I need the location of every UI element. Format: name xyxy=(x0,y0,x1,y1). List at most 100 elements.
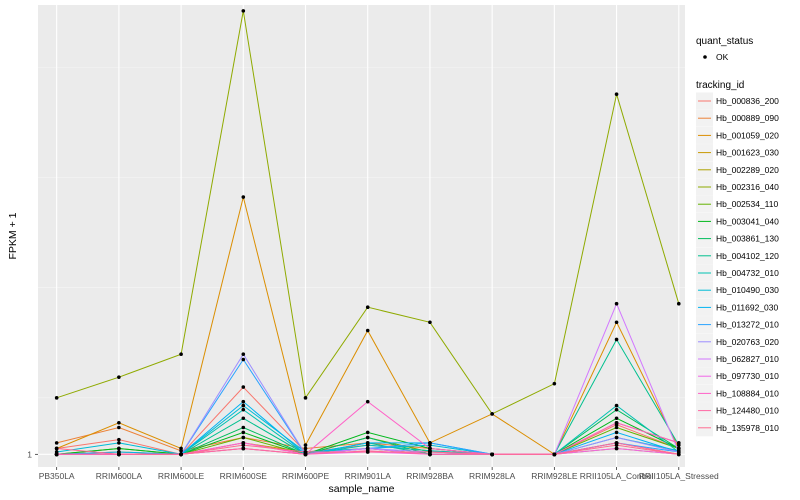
y-axis: 1 xyxy=(27,449,38,459)
data-point xyxy=(117,446,121,451)
data-point xyxy=(241,407,246,412)
x-tick-label: RRII105LA_Control xyxy=(580,471,654,481)
data-point xyxy=(365,450,370,454)
data-point xyxy=(676,441,681,445)
x-tick-label: RRIM600PE xyxy=(282,471,330,481)
data-point xyxy=(614,337,619,342)
legend-series-label: Hb_062827_010 xyxy=(716,354,779,364)
legend-series-label: Hb_002316_040 xyxy=(716,182,779,192)
point-legend-items: OK xyxy=(703,52,729,62)
data-point xyxy=(54,452,59,457)
data-point xyxy=(117,437,121,442)
data-point xyxy=(179,446,183,451)
legend-series-label: Hb_108884_010 xyxy=(716,388,779,398)
data-point xyxy=(365,441,370,445)
data-point xyxy=(428,441,432,445)
data-point xyxy=(117,420,121,425)
data-point xyxy=(241,357,246,362)
series-legend-title: tracking_id xyxy=(696,80,744,91)
legend-series-label: Hb_013272_010 xyxy=(716,320,779,330)
legend-series-label: Hb_004102_120 xyxy=(716,251,779,261)
grid-lines xyxy=(38,5,685,467)
x-tick-label: PB350LA xyxy=(39,471,75,481)
legend-series-label: Hb_010490_030 xyxy=(716,285,779,295)
legend-series-label: Hb_001623_030 xyxy=(716,148,779,158)
legend-series-label: Hb_135978_010 xyxy=(716,423,779,433)
legend-point-label: OK xyxy=(716,52,729,62)
legend-series-label: Hb_011692_030 xyxy=(716,302,779,312)
y-tick-label: 1 xyxy=(27,449,32,459)
x-tick-label: RRIM901LA xyxy=(345,471,392,481)
data-point xyxy=(490,412,494,416)
x-tick-label: RRIM928LE xyxy=(531,471,578,481)
y-axis-title: FPKM + 1 xyxy=(7,212,19,259)
data-point xyxy=(552,381,557,386)
x-tick-label: RRIM928BA xyxy=(406,471,454,481)
data-point xyxy=(54,396,59,400)
data-point xyxy=(117,425,121,430)
legend-series-label: Hb_097730_010 xyxy=(716,371,779,381)
x-tick-label: RRIM928LA xyxy=(469,471,516,481)
x-tick-label: RRIM600LE xyxy=(158,471,205,481)
data-point xyxy=(117,452,121,457)
data-point xyxy=(117,375,121,379)
data-point xyxy=(676,452,681,457)
data-point xyxy=(241,425,246,430)
data-point xyxy=(614,301,619,306)
series-points xyxy=(54,9,681,457)
data-point xyxy=(303,450,308,454)
data-point xyxy=(614,430,619,435)
legend-series-label: Hb_001059_020 xyxy=(716,130,779,140)
data-point xyxy=(241,352,246,357)
data-point xyxy=(241,385,246,389)
legend-series-label: Hb_000836_200 xyxy=(716,96,779,106)
data-point xyxy=(303,446,308,451)
data-point xyxy=(303,443,308,447)
data-point xyxy=(365,399,370,404)
legend: quant_status OK tracking_id Hb_000836_20… xyxy=(696,36,779,437)
data-point xyxy=(179,352,183,357)
legend-series-label: Hb_002289_020 xyxy=(716,165,779,175)
legend-series-label: Hb_020763_020 xyxy=(716,337,779,347)
data-point xyxy=(241,430,246,435)
data-point xyxy=(241,195,246,199)
legend-series-label: Hb_124480_010 xyxy=(716,406,779,416)
data-point xyxy=(241,446,246,451)
data-point xyxy=(614,403,619,408)
data-point xyxy=(241,9,246,13)
legend-series-label: Hb_003861_130 xyxy=(716,234,779,244)
x-tick-label: RRIM600SE xyxy=(220,471,268,481)
data-point xyxy=(241,416,246,421)
x-tick-label: RRII105LA_Stressed xyxy=(639,471,719,481)
legend-series-label: Hb_004732_010 xyxy=(716,268,779,278)
data-point xyxy=(614,435,619,440)
x-tick-label: RRIM600LA xyxy=(96,471,143,481)
data-point xyxy=(241,443,246,447)
data-point xyxy=(117,441,121,445)
data-point xyxy=(54,446,59,451)
data-point xyxy=(365,435,370,440)
data-point xyxy=(365,305,370,310)
data-point xyxy=(241,403,246,408)
data-point xyxy=(54,441,59,445)
series-legend-items: Hb_000836_200 Hb_000889_090 Hb_001059_020 H… xyxy=(696,92,779,437)
data-point xyxy=(614,320,619,325)
data-point xyxy=(614,416,619,421)
data-point xyxy=(428,450,432,454)
data-point xyxy=(241,435,246,440)
x-axis: PB350LA RRIM600LA RRIM600LE RRIM600SE RRIM60… xyxy=(39,467,719,481)
data-point xyxy=(179,452,183,457)
data-point xyxy=(614,446,619,451)
data-point xyxy=(614,92,619,96)
data-point xyxy=(614,443,619,447)
legend-point-key xyxy=(703,55,707,59)
data-point xyxy=(614,425,619,430)
data-point xyxy=(365,328,370,333)
data-point xyxy=(365,430,370,435)
data-point xyxy=(428,320,432,325)
data-point xyxy=(676,301,681,306)
legend-series-label: Hb_002534_110 xyxy=(716,199,779,209)
data-point xyxy=(552,452,557,457)
data-point xyxy=(241,399,246,404)
